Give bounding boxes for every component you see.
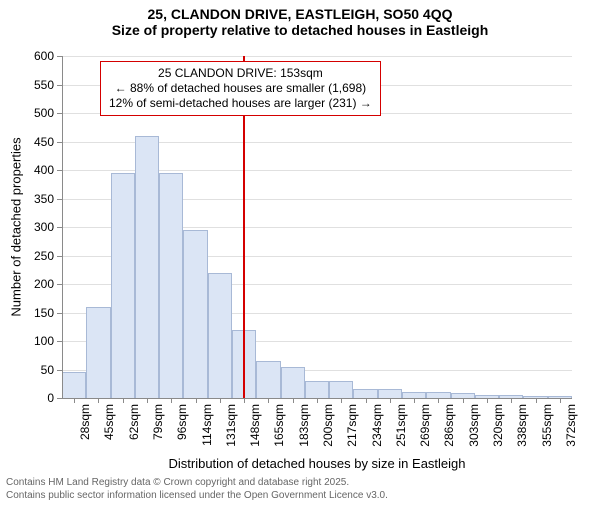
histogram-bar xyxy=(281,367,305,398)
x-tick-label: 183sqm xyxy=(297,404,311,447)
histogram-bar xyxy=(378,389,402,398)
y-tick-label: 550 xyxy=(34,78,54,92)
x-tick-label: 320sqm xyxy=(491,404,505,447)
reference-annotation: 25 CLANDON DRIVE: 153sqm ← 88% of detach… xyxy=(100,61,381,116)
x-tick-mark xyxy=(560,398,561,403)
y-gridline xyxy=(62,56,572,57)
y-tick-label: 200 xyxy=(34,277,54,291)
y-tick-label: 600 xyxy=(34,49,54,63)
x-tick-mark xyxy=(74,398,75,403)
annotation-line-2: ← 88% of detached houses are smaller (1,… xyxy=(109,81,372,96)
y-tick-label: 150 xyxy=(34,306,54,320)
x-tick-mark xyxy=(244,398,245,403)
x-tick-mark xyxy=(147,398,148,403)
y-tick-label: 0 xyxy=(47,391,54,405)
x-tick-mark xyxy=(341,398,342,403)
histogram-bar xyxy=(159,173,183,398)
histogram-bar xyxy=(86,307,110,398)
x-tick-mark xyxy=(171,398,172,403)
y-axis-label: Number of detached properties xyxy=(9,137,24,316)
y-tick-label: 50 xyxy=(41,363,54,377)
x-tick-label: 303sqm xyxy=(467,404,481,447)
histogram-bar xyxy=(111,173,135,398)
x-tick-mark xyxy=(366,398,367,403)
x-tick-mark xyxy=(317,398,318,403)
chart-subtitle: Size of property relative to detached ho… xyxy=(0,22,600,38)
y-axis-line xyxy=(62,56,63,398)
annotation-line-1: 25 CLANDON DRIVE: 153sqm xyxy=(109,66,372,81)
x-tick-mark xyxy=(293,398,294,403)
y-tick-label: 250 xyxy=(34,249,54,263)
x-tick-label: 234sqm xyxy=(370,404,384,447)
x-tick-label: 62sqm xyxy=(127,404,141,440)
histogram-bar xyxy=(353,389,377,398)
y-tick-label: 350 xyxy=(34,192,54,206)
x-tick-label: 96sqm xyxy=(175,404,189,440)
histogram-bar xyxy=(183,230,207,398)
annotation-line-3: 12% of semi-detached houses are larger (… xyxy=(109,96,372,111)
x-axis-label: Distribution of detached houses by size … xyxy=(168,456,465,471)
x-tick-mark xyxy=(390,398,391,403)
x-tick-label: 165sqm xyxy=(272,404,286,447)
x-tick-label: 217sqm xyxy=(345,404,359,447)
x-tick-label: 114sqm xyxy=(200,404,214,446)
x-tick-label: 28sqm xyxy=(78,404,92,440)
x-tick-mark xyxy=(123,398,124,403)
x-tick-mark xyxy=(196,398,197,403)
histogram-bar xyxy=(329,381,353,398)
x-tick-label: 45sqm xyxy=(102,404,116,440)
x-tick-mark xyxy=(463,398,464,403)
x-tick-mark xyxy=(268,398,269,403)
x-tick-mark xyxy=(414,398,415,403)
x-tick-mark xyxy=(98,398,99,403)
x-tick-label: 131sqm xyxy=(224,404,238,447)
x-tick-label: 79sqm xyxy=(151,404,165,440)
footer-line-1: Contains HM Land Registry data © Crown c… xyxy=(6,477,388,490)
x-tick-label: 148sqm xyxy=(248,404,262,447)
histogram-bar xyxy=(62,372,86,398)
x-tick-mark xyxy=(536,398,537,403)
footer-attribution: Contains HM Land Registry data © Crown c… xyxy=(0,473,394,506)
x-tick-label: 200sqm xyxy=(321,404,335,447)
y-tick-label: 500 xyxy=(34,106,54,120)
x-tick-mark xyxy=(511,398,512,403)
y-tick-label: 100 xyxy=(34,334,54,348)
histogram-bar xyxy=(208,273,232,398)
y-tick-label: 400 xyxy=(34,163,54,177)
x-tick-mark xyxy=(220,398,221,403)
x-tick-mark xyxy=(487,398,488,403)
x-tick-label: 338sqm xyxy=(515,404,529,447)
histogram-bar xyxy=(135,136,159,398)
x-tick-label: 355sqm xyxy=(540,404,554,447)
x-tick-label: 269sqm xyxy=(418,404,432,447)
y-tick-label: 300 xyxy=(34,220,54,234)
footer-line-2: Contains public sector information licen… xyxy=(6,490,388,503)
histogram-bar xyxy=(256,361,280,398)
x-tick-label: 372sqm xyxy=(564,404,578,447)
x-tick-label: 286sqm xyxy=(442,404,456,447)
x-tick-mark xyxy=(438,398,439,403)
x-tick-label: 251sqm xyxy=(394,404,408,447)
y-tick-label: 450 xyxy=(34,135,54,149)
chart-title: 25, CLANDON DRIVE, EASTLEIGH, SO50 4QQ xyxy=(0,6,600,22)
histogram-bar xyxy=(305,381,329,398)
